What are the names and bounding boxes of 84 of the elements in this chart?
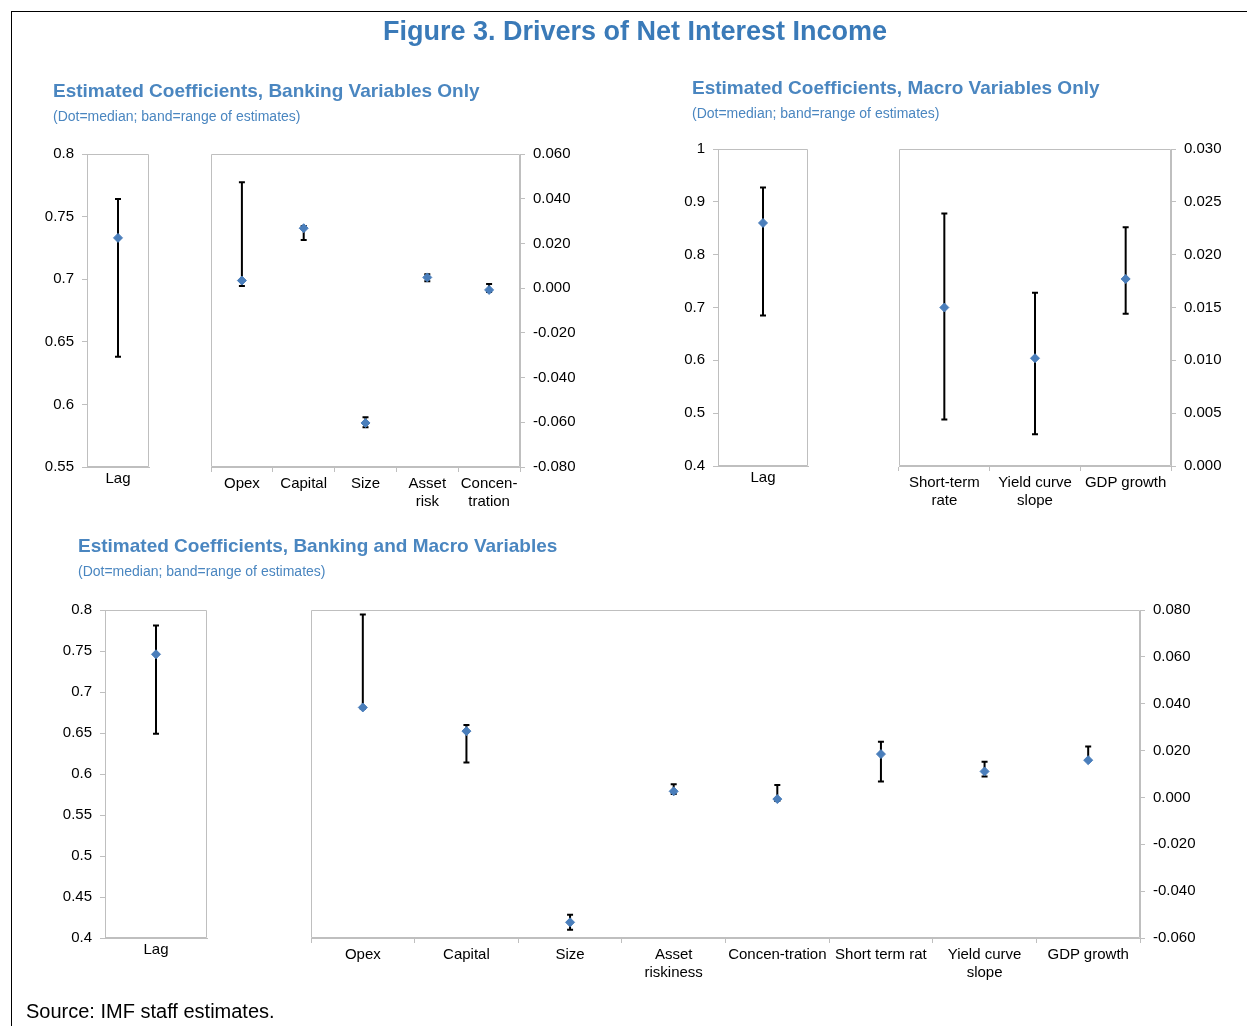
y-tick-label: 0.45 [62, 887, 92, 905]
point [1120, 273, 1131, 284]
y2-tick-label: 0.040 [1153, 693, 1191, 711]
y-tick-label: 0.6 [53, 394, 74, 412]
x-tick-label: Size [350, 474, 381, 492]
y-tick-label: 0.65 [62, 723, 92, 741]
y-tick-label: 0.55 [44, 457, 74, 475]
y2-tick-label: 0.015 [1184, 297, 1222, 315]
y2-tick-label: -0.080 [533, 457, 576, 475]
point [979, 766, 990, 777]
y-tick-label: 0.6 [71, 764, 92, 782]
x-tick-label: GDP growth [1047, 945, 1129, 963]
y-tick-label: 0.65 [44, 331, 74, 349]
source-note: Source: IMF staff estimates. [26, 1000, 275, 1023]
y-tick-label: 1 [696, 139, 705, 157]
y-tick-label: 0.9 [684, 191, 705, 209]
x-tick-label: Opex [223, 474, 261, 492]
y-tick-label: 0.7 [53, 269, 74, 287]
y-tick-label: 0.4 [684, 456, 705, 474]
y-tick-label: 0.8 [684, 244, 705, 262]
x-tick-label: Asset riskiness [644, 945, 703, 981]
x-tick-label: Concen-tration [460, 474, 518, 510]
y2-tick-label: -0.020 [1153, 834, 1196, 852]
text: Estimated Coefficients, Banking and Macro Variables [78, 535, 558, 557]
x-tick-label: Capital [443, 945, 490, 963]
y-tick-label: 0.8 [53, 144, 74, 162]
point [236, 275, 247, 286]
y-tick-label: 0.7 [71, 682, 92, 700]
text: (Dot=median; band=range of estimates) [53, 108, 301, 124]
y2-tick-label: 0.080 [1153, 600, 1191, 618]
point [875, 749, 886, 760]
y2-tick-label: 0.000 [1184, 456, 1222, 474]
y2-tick-label: 0.025 [1184, 191, 1222, 209]
y2-tick-label: 0.020 [1153, 740, 1191, 758]
chart-subtitle: (Dot=median; band=range of estimates) [78, 563, 326, 579]
y2-tick-label: -0.060 [533, 412, 576, 430]
point [939, 302, 950, 313]
x-tick-label: Opex [344, 945, 382, 963]
point [461, 726, 472, 737]
x-tick-label: GDP growth [1084, 473, 1167, 491]
x-tick-label: Lag [143, 940, 169, 958]
text: Estimated Coefficients, Banking Variables Only [53, 80, 480, 102]
point [1083, 755, 1094, 766]
y-tick-label: 0.55 [62, 805, 92, 823]
x-tick-label: Yield curve slope [998, 473, 1072, 509]
y2-tick-label: 0.000 [533, 278, 571, 296]
point [565, 917, 576, 928]
x-tick-label: Lag [105, 469, 131, 487]
y2-tick-label: -0.040 [533, 367, 576, 385]
x-tick-label: Capital [280, 474, 328, 492]
y2-tick-label: -0.060 [1153, 928, 1196, 946]
y-tick-label: 0.8 [71, 600, 92, 618]
y2-tick-label: 0.060 [1153, 647, 1191, 664]
x-tick-label: Short term rat [835, 945, 928, 963]
y-tick-label: 0.4 [71, 928, 92, 946]
y2-tick-label: -0.020 [533, 323, 576, 340]
y2-tick-label: 0.010 [1184, 350, 1222, 368]
point [1030, 353, 1040, 364]
point [298, 223, 309, 234]
y-tick-label: 0.7 [684, 297, 705, 315]
y2-tick-label: 0.000 [1153, 787, 1191, 805]
x-tick-label: Asset risk [408, 474, 447, 510]
x-tick-label: Concen-tration [728, 945, 827, 963]
y-tick-label: 0.5 [684, 403, 705, 421]
y2-tick-label: -0.040 [1153, 881, 1196, 899]
y-tick-label: 0.5 [71, 846, 92, 864]
y2-tick-label: 0.020 [1184, 244, 1222, 262]
y2-tick-label: 0.020 [533, 233, 571, 251]
point [357, 702, 368, 713]
x-tick-label: Size [555, 945, 585, 963]
x-tick-label: Yield curve slope [947, 945, 1022, 981]
y2-tick-label: 0.040 [533, 188, 571, 206]
text: Figure 3. Drivers of Net Interest Income [381, 16, 889, 47]
x-tick-label: Lag [750, 468, 776, 486]
y2-tick-label: 0.060 [533, 144, 571, 162]
y2-tick-label: 0.030 [1184, 139, 1222, 157]
point [772, 794, 783, 805]
y-tick-label: 0.6 [684, 350, 705, 368]
chart-subtitle: (Dot=median; band=range of estimates) [692, 105, 940, 121]
y2-tick-label: 0.005 [1184, 403, 1222, 421]
text: Estimated Coefficients, Macro Variables Only [692, 77, 1100, 99]
y-tick-label: 0.75 [62, 641, 92, 659]
x-tick-label: Short-term rate [908, 473, 980, 509]
y-tick-label: 0.75 [44, 206, 74, 224]
